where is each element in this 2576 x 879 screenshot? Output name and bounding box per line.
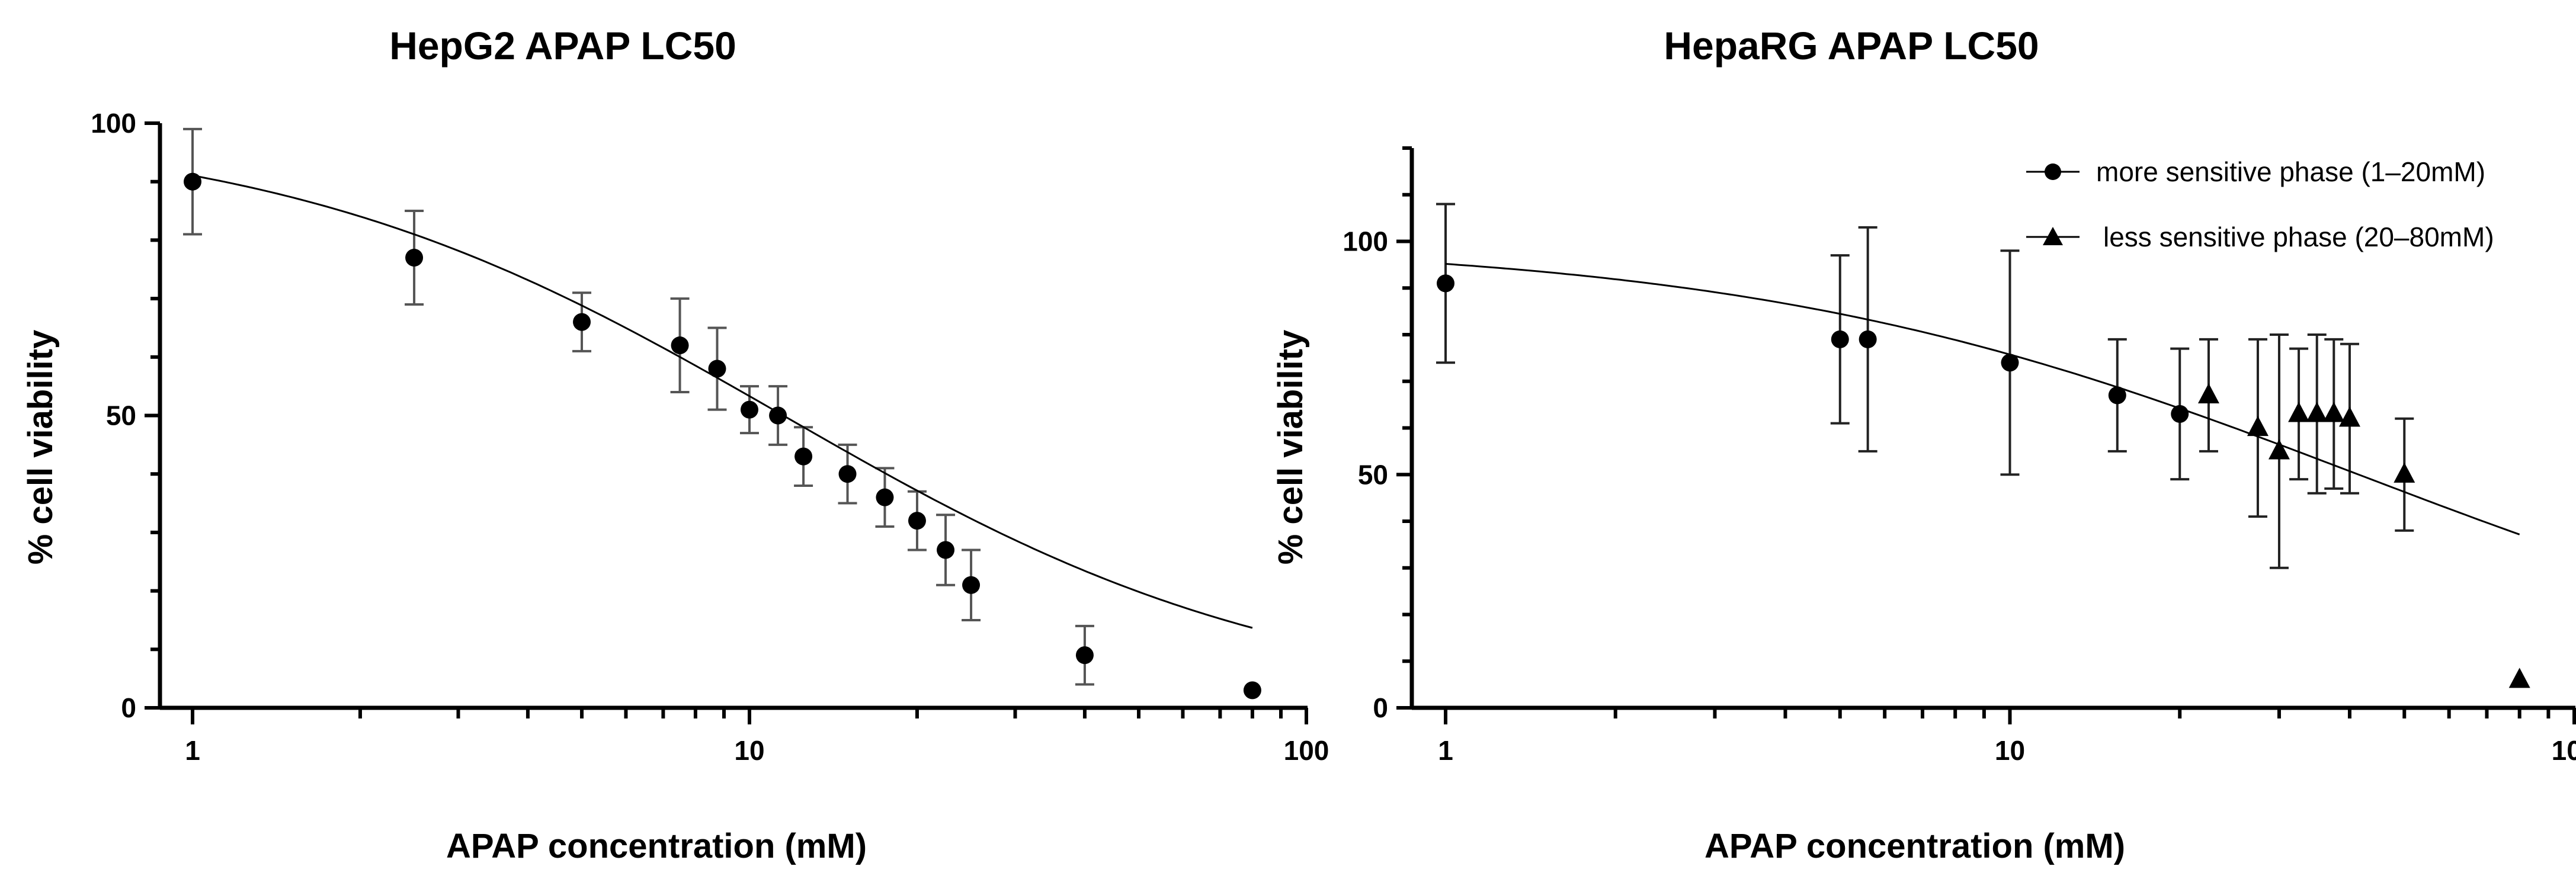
data-point (708, 360, 726, 378)
y-tick-label: 50 (106, 400, 136, 431)
data-point (1859, 330, 1877, 348)
circle-marker-icon (2045, 163, 2061, 180)
data-point (573, 313, 591, 331)
legend-label: more sensitive phase (1–20mM) (2096, 156, 2485, 187)
x-tick-label: 100 (2552, 735, 2576, 766)
legend: more sensitive phase (1–20mM) less sensi… (2026, 156, 2494, 252)
chart-title: HepG2 APAP LC50 (389, 24, 736, 68)
data-point (2394, 462, 2415, 483)
data-point (838, 465, 857, 483)
y-axis-label: % cell viability (21, 330, 60, 565)
y-tick-label: 50 (1358, 459, 1388, 490)
data-point (1831, 330, 1849, 348)
data-point (937, 541, 955, 559)
x-tick-label: 1 (1438, 735, 1453, 766)
data-point (2508, 668, 2530, 688)
data-point (1437, 274, 1454, 293)
x-tick-label: 100 (1284, 735, 1329, 766)
data-point (769, 406, 787, 425)
data-point (405, 249, 424, 267)
heparg-chart-panel: HepaRG APAP LC50 0 50 100 1 10 100 APAP conce… (1271, 24, 2576, 865)
data-point (2323, 402, 2345, 422)
data-point (1243, 681, 1261, 700)
legend-item-less-sensitive: less sensitive phase (20–80mM) (2026, 222, 2494, 252)
y-axis-label: % cell viability (1271, 330, 1310, 565)
x-tick-label: 10 (1995, 735, 2025, 766)
data-point (794, 447, 813, 466)
y-tick-label: 0 (121, 692, 136, 723)
y-tick-label: 0 (1373, 692, 1388, 723)
legend-item-more-sensitive: more sensitive phase (1–20mM) (2026, 156, 2485, 187)
data-point (2306, 402, 2328, 422)
x-axis-label: APAP concentration (mM) (1704, 827, 2125, 865)
data-point (671, 336, 689, 355)
data-point (2171, 405, 2189, 423)
hepg2-chart-panel: HepG2 APAP LC50 0 50 100 1 10 100 APAP concen… (21, 24, 1329, 865)
chart-title: HepaRG APAP LC50 (1664, 24, 2039, 68)
data-point (908, 512, 926, 530)
data-point (2288, 402, 2310, 422)
data-point (2338, 406, 2360, 427)
data-point (2001, 354, 2019, 372)
data-point (876, 488, 894, 506)
fit-curve (192, 174, 1253, 629)
data-point (2247, 416, 2269, 437)
x-axis-label: APAP concentration (mM) (446, 827, 867, 865)
data-point (2108, 386, 2126, 405)
data-point (1075, 646, 1094, 665)
fit-curve (1445, 263, 2520, 535)
data-point (2197, 383, 2219, 403)
legend-label: less sensitive phase (20–80mM) (2103, 222, 2494, 252)
y-tick-label: 100 (91, 108, 136, 139)
x-tick-label: 10 (734, 735, 764, 766)
triangle-marker-icon (2043, 227, 2063, 245)
data-point (962, 576, 981, 594)
data-point (2268, 439, 2290, 460)
y-tick-label: 100 (1343, 226, 1388, 257)
data-point (184, 172, 201, 191)
x-tick-label: 1 (185, 735, 200, 766)
data-point (741, 400, 758, 419)
